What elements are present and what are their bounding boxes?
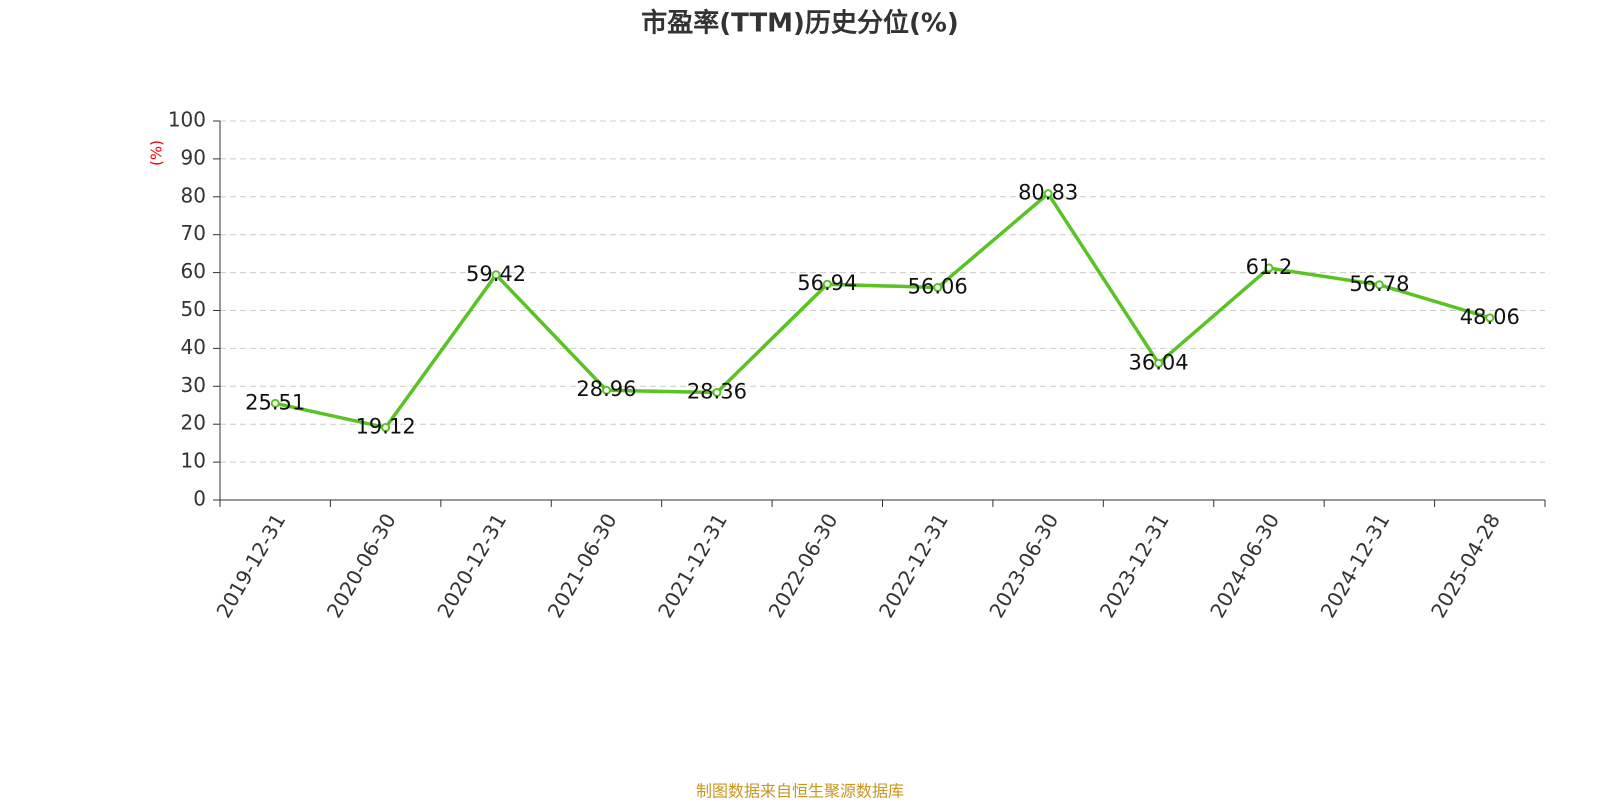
y-tick-label: 0 [193, 487, 206, 511]
x-tick-label: 2024-12-31 [1316, 509, 1395, 622]
y-tick-label: 70 [181, 221, 206, 245]
data-point [1154, 358, 1164, 368]
y-tick-label: 10 [181, 449, 206, 473]
x-tick-label: 2025-04-28 [1426, 509, 1505, 622]
x-tick-label: 2022-06-30 [763, 509, 842, 622]
data-label: 28.36 [687, 380, 747, 404]
data-label: 36.04 [1128, 350, 1188, 374]
data-label: 28.96 [576, 377, 636, 401]
y-tick-label: 80 [181, 183, 206, 207]
x-tick-label: 2022-12-31 [874, 509, 953, 622]
data-label: 56.78 [1349, 272, 1409, 296]
data-point [491, 270, 501, 280]
x-tick-label: 2023-12-31 [1095, 509, 1174, 622]
x-tick-label: 2024-06-30 [1205, 509, 1284, 622]
data-line [274, 191, 1491, 430]
data-point [1264, 263, 1274, 273]
x-tick-label: 2023-06-30 [984, 509, 1063, 622]
y-tick-label: 50 [181, 297, 206, 321]
data-point [601, 385, 611, 395]
chart-title: 市盈率(TTM)历史分位(%) [641, 8, 959, 39]
data-label: 25.51 [245, 390, 305, 414]
data-point [270, 398, 280, 408]
y-tick-label: 100 [168, 108, 206, 132]
data-label: 61.2 [1246, 255, 1293, 279]
x-tick-label: 2021-06-30 [543, 509, 622, 622]
data-label: 59.42 [466, 262, 526, 286]
y-tick-label: 60 [181, 259, 206, 283]
data-label: 19.12 [356, 415, 416, 439]
x-tick-label: 2019-12-31 [211, 509, 290, 622]
source-note: 制图数据来自恒生聚源数据库 [696, 782, 904, 801]
data-point [381, 423, 391, 433]
y-tick-label: 20 [181, 411, 206, 435]
data-point [933, 283, 943, 293]
data-point [1043, 189, 1053, 199]
x-tick-label: 2021-12-31 [653, 509, 732, 622]
data-point [1485, 313, 1495, 323]
data-label: 48.06 [1460, 305, 1520, 329]
y-tick-label: 30 [181, 373, 206, 397]
x-tick-label: 2020-06-30 [322, 509, 401, 622]
data-label: 56.06 [908, 275, 968, 299]
x-tick-label: 2020-12-31 [432, 509, 511, 622]
y-tick-label: 90 [181, 145, 206, 169]
data-label: 80.83 [1018, 181, 1078, 205]
data-point [822, 279, 832, 289]
y-axis-label: (%) [148, 140, 166, 166]
data-point [712, 388, 722, 398]
data-label: 56.94 [797, 271, 857, 295]
y-tick-label: 40 [181, 335, 206, 359]
data-point [1374, 280, 1384, 290]
